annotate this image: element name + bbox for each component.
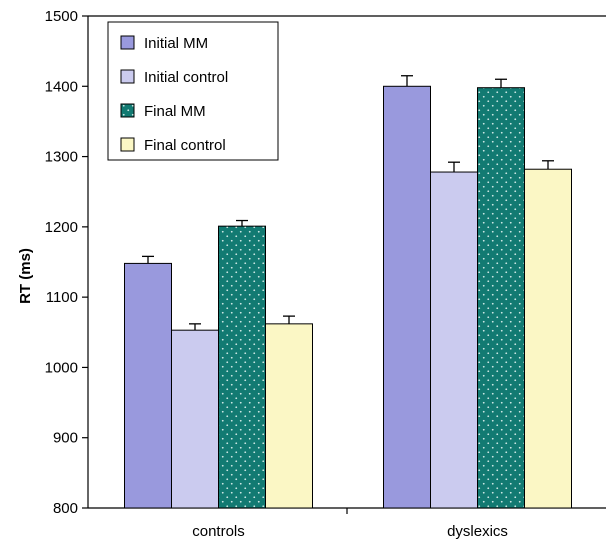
bar xyxy=(219,226,266,508)
legend-label: Final MM xyxy=(144,103,206,120)
y-tick-label: 1000 xyxy=(45,359,78,376)
y-tick-label: 900 xyxy=(53,430,78,447)
y-tick-label: 1400 xyxy=(45,78,78,95)
x-category-label: controls xyxy=(192,523,245,540)
legend-label: Initial MM xyxy=(144,35,208,52)
legend-label: Initial control xyxy=(144,69,228,86)
x-category-label: dyslexics xyxy=(447,523,508,540)
legend-swatch xyxy=(121,104,134,117)
legend-label: Final control xyxy=(144,137,226,154)
bar xyxy=(478,88,525,508)
bar xyxy=(172,330,219,508)
bar xyxy=(384,86,431,508)
bar xyxy=(266,324,313,508)
y-axis-title: RT (ms) xyxy=(17,248,34,304)
legend: Initial MM Initial control Final MM Final c… xyxy=(108,22,278,160)
y-tick-label: 1500 xyxy=(45,8,78,25)
y-tick-label: 1200 xyxy=(45,219,78,236)
legend-swatch xyxy=(121,70,134,83)
bar xyxy=(431,172,478,508)
bar xyxy=(125,263,172,508)
y-tick-label: 800 xyxy=(53,500,78,517)
y-tick-label: 1300 xyxy=(45,149,78,166)
legend-swatch xyxy=(121,138,134,151)
legend-swatch xyxy=(121,36,134,49)
y-tick-label: 1100 xyxy=(46,289,78,306)
bar xyxy=(525,169,572,508)
